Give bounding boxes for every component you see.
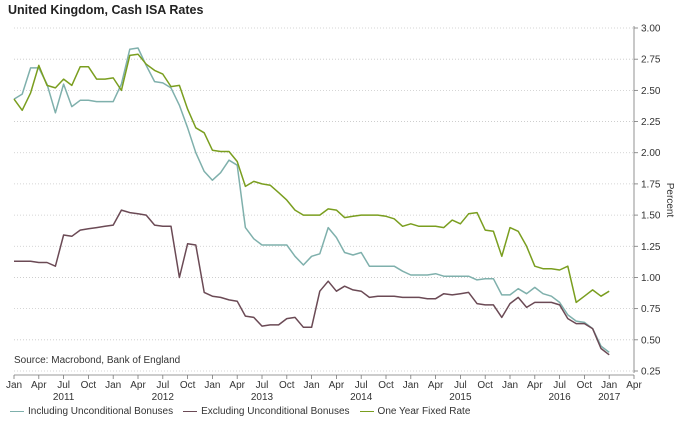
legend-item: Excluding Unconditional Bonuses <box>183 406 350 417</box>
y-tick-label: 0.50 <box>641 335 661 346</box>
y-axis-label: Percent <box>664 183 675 218</box>
legend-item: Including Unconditional Bonuses <box>10 406 173 417</box>
x-tick-label: Apr <box>229 380 245 391</box>
legend-swatch <box>359 411 374 412</box>
x-year-label: 2011 <box>53 392 75 400</box>
legend-label: Including Unconditional Bonuses <box>28 406 174 417</box>
x-tick-label: Jul <box>156 380 169 391</box>
x-tick-label: Jul <box>454 380 467 391</box>
x-tick-label: Apr <box>329 380 345 391</box>
x-tick-label: Apr <box>31 380 47 391</box>
legend-label: One Year Fixed Rate <box>377 406 471 417</box>
x-tick-label: Oct <box>279 380 295 391</box>
x-tick-label: Oct <box>81 380 97 391</box>
x-tick-label: Oct <box>577 380 593 391</box>
x-year-label: 2017 <box>598 392 621 400</box>
series-line-1 <box>13 47 610 353</box>
x-tick-label: Jan <box>105 380 121 391</box>
legend-item: One Year Fixed Rate <box>359 406 471 417</box>
chart-title: United Kingdom, Cash ISA Rates <box>8 3 204 17</box>
y-tick-label: 3.00 <box>641 24 661 35</box>
x-tick-label: Jan <box>502 380 518 391</box>
y-tick-label: 2.75 <box>641 55 661 66</box>
y-tick-label: 1.00 <box>641 273 661 284</box>
legend-swatch <box>10 411 24 412</box>
x-tick-label: Apr <box>626 380 642 391</box>
series-line-3 <box>13 53 610 304</box>
y-tick-label: 1.50 <box>641 211 661 222</box>
x-tick-label: Jan <box>204 380 220 391</box>
y-tick-label: 0.25 <box>641 367 661 378</box>
x-axis: Jan Apr Jul Oct Jan Apr Jul Oct Jan Apr Jul Oct Jan A… <box>6 374 642 400</box>
x-tick-label: Jan <box>403 380 419 391</box>
y-tick-label: 2.00 <box>641 148 661 159</box>
x-year-label: 2015 <box>449 392 472 400</box>
grid-lines <box>14 27 634 372</box>
y-tick-label: 1.75 <box>641 179 661 190</box>
x-tick-label: Jul <box>57 380 70 391</box>
legend-label: Excluding Unconditional Bonuses <box>201 406 350 417</box>
x-tick-label: Jul <box>256 380 269 391</box>
series-line-2 <box>14 209 610 356</box>
y-tick-label: 2.50 <box>641 86 661 97</box>
x-tick-label: Jan <box>6 380 22 391</box>
legend-swatch <box>183 411 198 412</box>
x-tick-label: Apr <box>130 380 146 391</box>
x-tick-label: Apr <box>428 380 444 391</box>
y-tick-label: 0.75 <box>641 304 661 315</box>
y-tick-label: 1.25 <box>641 242 661 253</box>
series-lines <box>13 47 610 356</box>
legend: Including Unconditional Bonuses Excluding… <box>10 406 470 417</box>
x-tick-label: Jan <box>601 380 617 391</box>
x-tick-label: Jul <box>553 380 566 391</box>
x-tick-label: Jan <box>304 380 320 391</box>
source-note: Source: Macrobond, Bank of England <box>14 355 180 366</box>
x-tick-label: Oct <box>477 380 493 391</box>
x-year-label: 2016 <box>548 392 571 400</box>
line-chart: 0.25 0.50 0.75 1.00 1.25 1.50 1.75 2.00 2.25 2.50… <box>6 24 675 401</box>
x-tick-label: Oct <box>378 380 394 391</box>
x-tick-label: Apr <box>527 380 543 391</box>
x-year-label: 2012 <box>152 392 175 400</box>
y-tick-label: 2.25 <box>641 117 661 128</box>
y-axis: 0.25 0.50 0.75 1.00 1.25 1.50 1.75 2.00 2.25 2.50… <box>633 24 661 378</box>
x-tick-label: Jul <box>355 380 368 391</box>
x-year-label: 2013 <box>251 392 274 400</box>
x-tick-label: Oct <box>180 380 196 391</box>
x-year-label: 2014 <box>350 392 373 400</box>
